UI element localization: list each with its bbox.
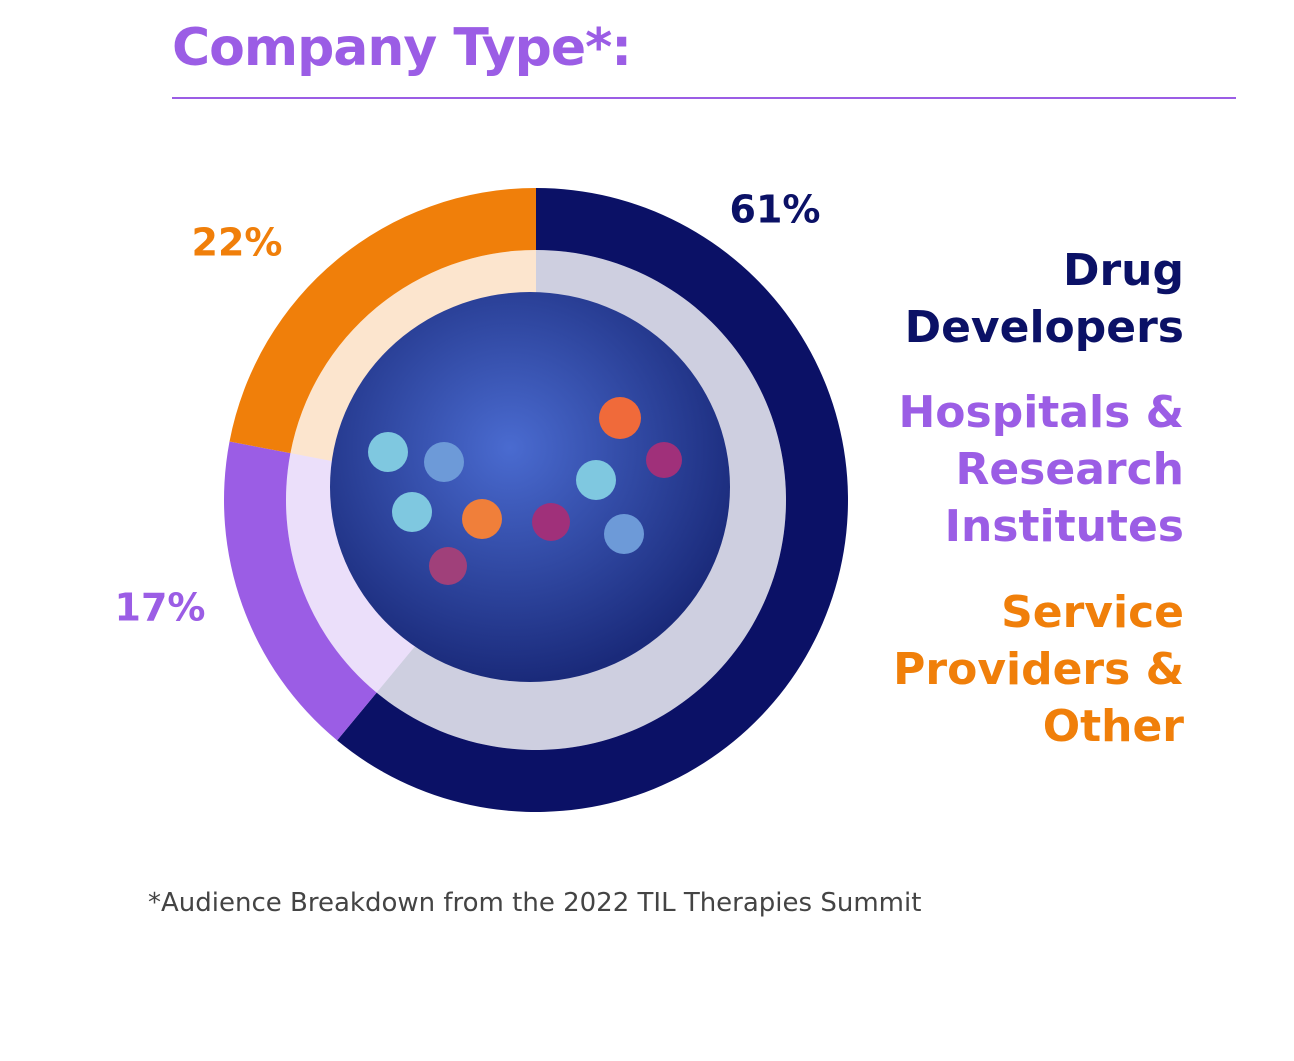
legend-entry: Drug Developers <box>904 245 1184 353</box>
footnote: *Audience Breakdown from the 2022 TIL Th… <box>148 888 922 918</box>
legend-entry: Service Providers & Other <box>893 587 1184 752</box>
value-label: 61% <box>730 188 821 232</box>
slice <box>224 441 377 741</box>
value-label: 22% <box>192 221 283 265</box>
legend-entry: Hospitals & Research Institutes <box>898 387 1184 552</box>
title-rule <box>172 97 1236 99</box>
slice <box>337 188 849 812</box>
slice <box>229 188 537 454</box>
value-label: 17% <box>115 586 206 630</box>
chart-title: Company Type*: <box>172 18 632 78</box>
cell-illustration <box>330 292 730 682</box>
